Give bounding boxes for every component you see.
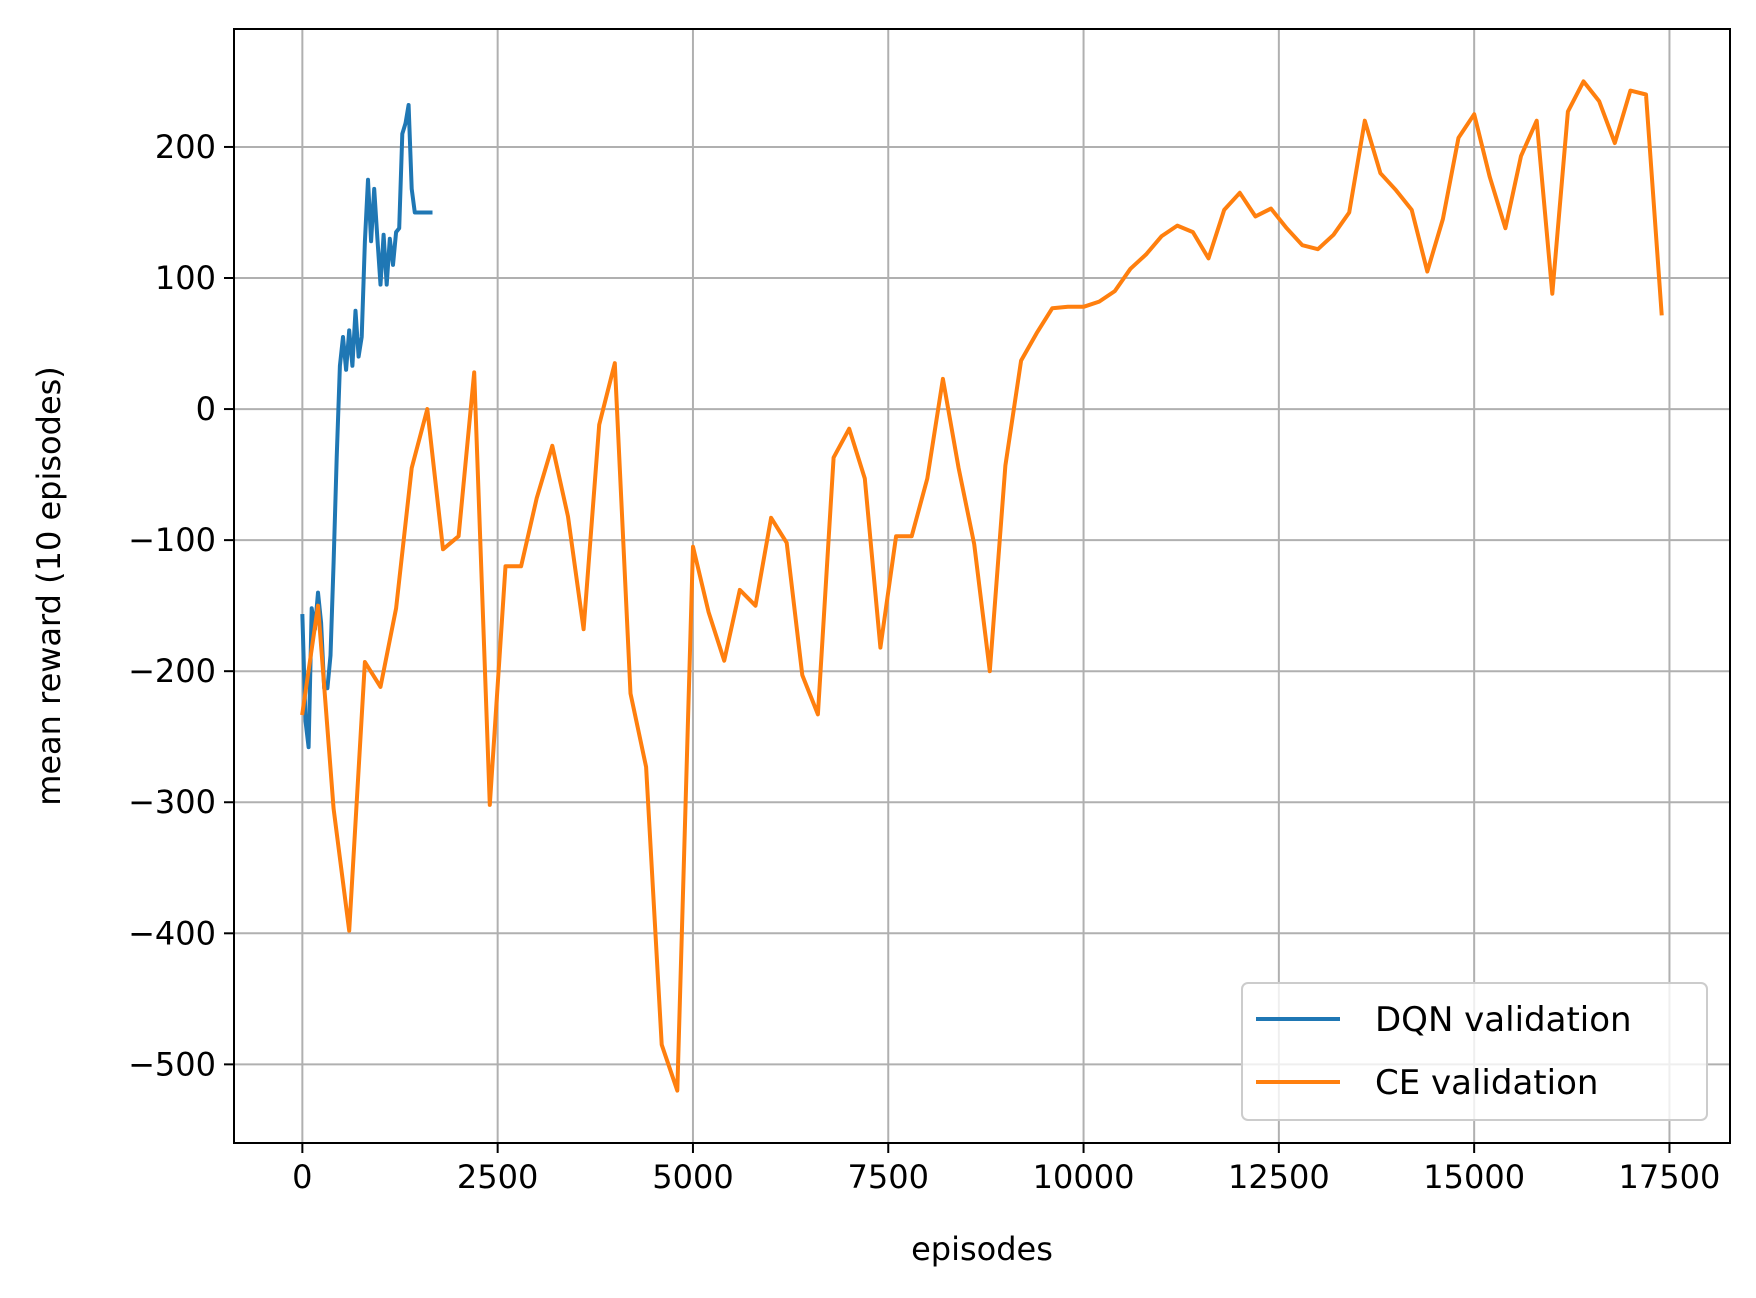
series-lines [300,79,1664,1093]
y-tick-label: −100 [128,521,216,559]
series-line-ce [300,79,1664,1093]
x-tick-label: 17500 [1619,1158,1721,1196]
y-tick-label: −400 [128,914,216,952]
grid-lines [234,29,1730,1143]
legend: DQN validation CE validation [1241,982,1708,1121]
plot-frame [233,28,1731,1144]
x-tick-label: 12500 [1228,1158,1330,1196]
x-tick-label: 10000 [1033,1158,1135,1196]
x-tick-label: 15000 [1423,1158,1525,1196]
y-tick-label: 100 [155,259,216,297]
y-tick-label: 0 [196,390,216,428]
y-tick-label: −500 [128,1045,216,1083]
x-tick-label: 7500 [848,1158,929,1196]
x-tick-label: 0 [292,1158,312,1196]
legend-label-dqn: DQN validation [1375,1000,1632,1040]
x-axis-label: episodes [911,1230,1053,1268]
x-tick-label: 2500 [457,1158,538,1196]
tick-labels: 0 2500 5000 7500 10000 12500 15000 17500 −500 −40… [128,128,1720,1196]
axis-ticks [224,145,1671,1153]
y-axis-label: mean reward (10 episodes) [30,366,68,806]
y-tick-label: 200 [155,128,216,166]
x-tick-label: 5000 [652,1158,733,1196]
legend-label-ce: CE validation [1375,1063,1598,1103]
y-tick-label: −200 [128,652,216,690]
y-tick-label: −300 [128,783,216,821]
legend-box [1241,982,1708,1121]
